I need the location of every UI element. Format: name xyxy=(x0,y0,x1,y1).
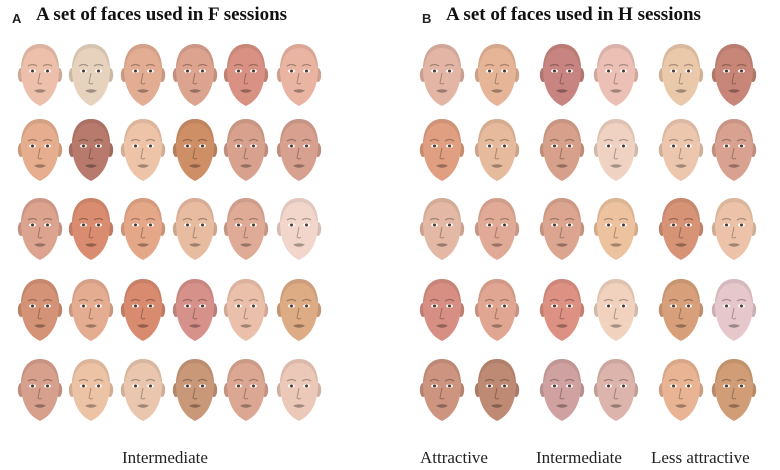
panel-b-face-r5-c5 xyxy=(658,357,704,428)
panel-b-face-r1-c3 xyxy=(539,42,585,113)
panel-b-face-r4-c4 xyxy=(593,277,639,348)
panel-a-letter: A xyxy=(12,11,22,26)
panel-b-face-r4-c5 xyxy=(658,277,704,348)
panel-a-face-r2-c3 xyxy=(120,117,166,188)
panel-a-face-r2-c1 xyxy=(17,117,63,188)
panel-b-face-r2-c6 xyxy=(711,117,757,188)
panel-b-face-r3-c2 xyxy=(474,196,520,267)
panel-a-face-r5-c3 xyxy=(120,357,166,428)
panel-b-face-r5-c1 xyxy=(419,357,465,428)
panel-b-face-r4-c2 xyxy=(474,277,520,348)
panel-a-face-r5-c6 xyxy=(276,357,322,428)
panel-b-letter: B xyxy=(422,11,432,26)
panel-a-face-r1-c4 xyxy=(172,42,218,113)
panel-a-face-r5-c1 xyxy=(17,357,63,428)
panel-a-face-r3-c2 xyxy=(68,196,114,267)
group-label-less-attractive: Less attractive xyxy=(651,448,750,467)
panel-b-face-r3-c6 xyxy=(711,196,757,267)
panel-a-face-r5-c4 xyxy=(172,357,218,428)
panel-a-face-r1-c2 xyxy=(68,42,114,113)
panel-b-face-r4-c6 xyxy=(711,277,757,348)
panel-a-face-r2-c6 xyxy=(276,117,322,188)
panel-b-face-r2-c1 xyxy=(419,117,465,188)
panel-b-face-r5-c6 xyxy=(711,357,757,428)
group-label-attractive: Attractive xyxy=(420,448,488,467)
panel-a-face-r4-c6 xyxy=(276,277,322,348)
panel-b-face-r5-c2 xyxy=(474,357,520,428)
panel-a-face-r4-c4 xyxy=(172,277,218,348)
panel-b-face-r2-c4 xyxy=(593,117,639,188)
panel-a-face-r2-c2 xyxy=(68,117,114,188)
panel-b-face-r4-c1 xyxy=(419,277,465,348)
panel-b-face-r3-c1 xyxy=(419,196,465,267)
panel-a-title: A set of faces used in F sessions xyxy=(36,4,288,25)
panel-a-face-r3-c3 xyxy=(120,196,166,267)
panel-a-face-r1-c5 xyxy=(223,42,269,113)
panel-a-face-r3-c6 xyxy=(276,196,322,267)
panel-a-face-r5-c5 xyxy=(223,357,269,428)
panel-b-title: A set of faces used in H sessions xyxy=(446,4,701,25)
panel-b-face-r2-c5 xyxy=(658,117,704,188)
panel-a-face-r3-c4 xyxy=(172,196,218,267)
panel-b-face-r1-c4 xyxy=(593,42,639,113)
panel-b-face-r2-c2 xyxy=(474,117,520,188)
group-label-intermediate: Intermediate xyxy=(536,448,622,467)
panel-a-face-r4-c3 xyxy=(120,277,166,348)
panel-a-caption: Intermediate xyxy=(122,448,208,467)
panel-b-face-r5-c3 xyxy=(539,357,585,428)
panel-a-face-r1-c6 xyxy=(276,42,322,113)
panel-b-face-r1-c5 xyxy=(658,42,704,113)
panel-b-face-r3-c4 xyxy=(593,196,639,267)
panel-b-face-r3-c3 xyxy=(539,196,585,267)
panel-b-face-r5-c4 xyxy=(593,357,639,428)
panel-b-face-r4-c3 xyxy=(539,277,585,348)
panel-b-face-r1-c1 xyxy=(419,42,465,113)
panel-a-face-r5-c2 xyxy=(68,357,114,428)
panel-a-face-r4-c2 xyxy=(68,277,114,348)
panel-a-face-r4-c1 xyxy=(17,277,63,348)
panel-a-face-r1-c3 xyxy=(120,42,166,113)
panel-b-face-r1-c2 xyxy=(474,42,520,113)
panel-b-face-r1-c6 xyxy=(711,42,757,113)
panel-a-face-r2-c4 xyxy=(172,117,218,188)
panel-a-face-r1-c1 xyxy=(17,42,63,113)
panel-b-face-r3-c5 xyxy=(658,196,704,267)
panel-b-face-r2-c3 xyxy=(539,117,585,188)
panel-a-face-r4-c5 xyxy=(223,277,269,348)
panel-a-face-r3-c1 xyxy=(17,196,63,267)
panel-a-face-r2-c5 xyxy=(223,117,269,188)
panel-a-face-r3-c5 xyxy=(223,196,269,267)
